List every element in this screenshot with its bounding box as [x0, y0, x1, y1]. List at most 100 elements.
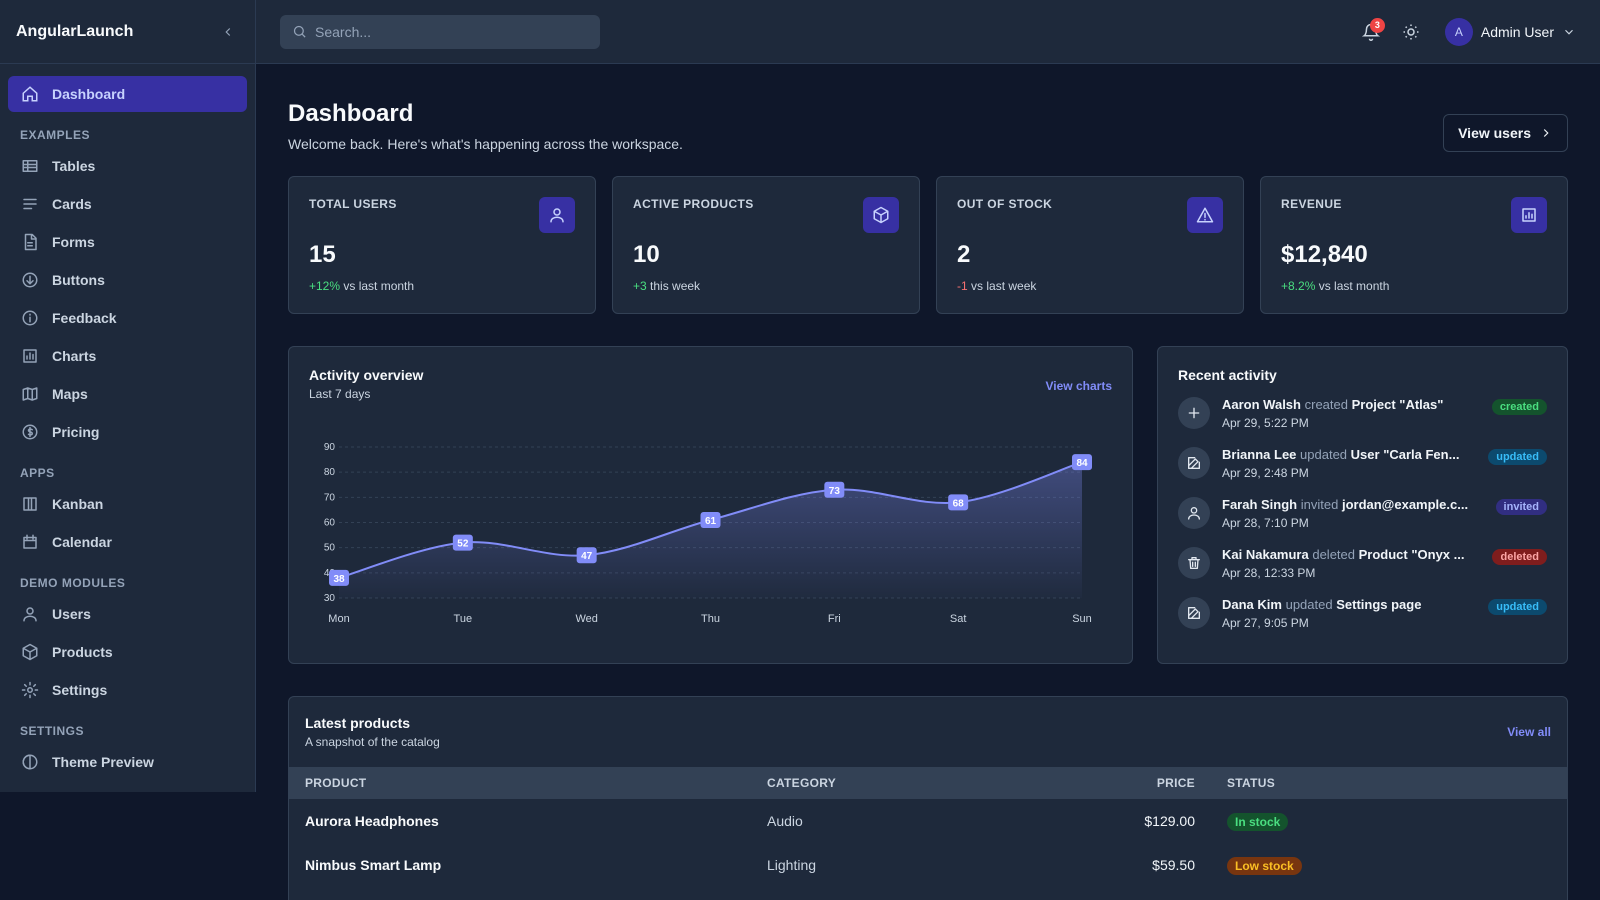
map-icon	[22, 387, 38, 401]
sidebar-item-feedback[interactable]: Feedback	[8, 300, 247, 336]
sidebar-item-tables[interactable]: Tables	[8, 148, 247, 184]
sidebar-item-users[interactable]: Users	[8, 596, 247, 632]
sidebar-item-calendar[interactable]: Calendar	[8, 524, 247, 560]
main-content: Dashboard Welcome back. Here's what's ha…	[288, 96, 1568, 900]
chevron-left-icon	[225, 27, 231, 36]
sidebar-item-label: Users	[52, 606, 91, 622]
stat-delta: -1	[957, 279, 968, 293]
sidebar-item-label: Calendar	[52, 534, 112, 550]
product-category: Lighting	[767, 857, 817, 873]
activity-time: Apr 27, 9:05 PM	[1222, 616, 1309, 630]
sidebar-item-pricing[interactable]: Pricing	[8, 414, 247, 450]
data-label: 73	[829, 486, 841, 497]
activity-text: Dana Kim updated Settings page	[1222, 597, 1477, 612]
data-point	[452, 534, 473, 551]
stat-note-text: vs last week	[971, 279, 1037, 293]
sidebar-item-label: Buttons	[52, 272, 105, 288]
page-header: Dashboard Welcome back. Here's what's ha…	[288, 96, 1568, 176]
sidebar-item-dashboard[interactable]: Dashboard	[8, 76, 247, 112]
sidebar-item-settings[interactable]: Settings	[8, 672, 247, 708]
col-price: PRICE	[1156, 776, 1195, 790]
activity-tag: invited	[1495, 499, 1547, 515]
activity-verb: invited	[1300, 497, 1339, 512]
sidebar-item-label: Kanban	[52, 496, 104, 512]
product-name: Aurora Headphones	[305, 813, 439, 829]
nav-section-examples: EXAMPLES	[20, 128, 91, 142]
stat-icon-badge	[1511, 197, 1547, 233]
col-category: CATEGORY	[767, 776, 837, 790]
sidebar-item-kanban[interactable]: Kanban	[8, 486, 247, 522]
stat-note-text: this week	[650, 279, 701, 293]
trash-icon	[1188, 557, 1200, 569]
y-tick-label: 70	[324, 492, 336, 503]
user-name: Admin User	[1480, 23, 1554, 40]
activity-verb: updated	[1285, 597, 1333, 612]
box-icon	[873, 206, 889, 224]
data-point	[824, 481, 845, 498]
home-icon	[22, 86, 38, 102]
col-status: STATUS	[1227, 776, 1276, 790]
user-menu[interactable]: A Admin User	[1444, 17, 1576, 46]
col-product: PRODUCT	[305, 776, 367, 790]
stat-note: +8.2% vs last month	[1281, 279, 1547, 293]
x-tick-label: Sun	[1072, 613, 1092, 625]
view-users-button[interactable]: View users	[1443, 114, 1568, 152]
activity-icon-badge	[1178, 447, 1210, 479]
sidebar-item-products[interactable]: Products	[8, 634, 247, 670]
recent-activity-card: Recent activity Aaron Walsh created Proj…	[1157, 346, 1568, 664]
sidebar-item-charts[interactable]: Charts	[8, 338, 247, 374]
edit-icon	[1188, 607, 1200, 619]
latest-products-card: Latest products A snapshot of the catalo…	[288, 696, 1568, 900]
status-badge: In stock	[1227, 813, 1289, 831]
activity-actor: Kai Nakamura	[1222, 547, 1309, 562]
stat-label: ACTIVE PRODUCTS	[633, 197, 754, 211]
sidebar-item-label: Products	[52, 644, 113, 660]
chevron-down-icon	[1565, 29, 1573, 35]
sidebar-item-label: Forms	[52, 234, 95, 250]
sidebar-item-cards[interactable]: Cards	[8, 186, 247, 222]
stat-label: OUT OF STOCK	[957, 197, 1053, 211]
search-input[interactable]	[315, 23, 575, 40]
page-subtitle: Welcome back. Here's what's happening ac…	[288, 136, 683, 152]
view-charts-link[interactable]: View charts	[1045, 379, 1112, 393]
calendar-icon	[23, 534, 37, 549]
activity-icon-badge	[1178, 397, 1210, 429]
user-icon	[23, 607, 37, 622]
product-price: $129.00	[1144, 813, 1195, 829]
info-icon	[22, 310, 38, 326]
sidebar-item-forms[interactable]: Forms	[8, 224, 247, 260]
notifications-button[interactable]: 3	[1355, 16, 1387, 48]
table-row[interactable]: Nimbus Smart Lamp Lighting $59.50 Low stock	[289, 843, 1567, 887]
sidebar-item-buttons[interactable]: Buttons	[8, 262, 247, 298]
product-name: Nimbus Smart Lamp	[305, 857, 442, 873]
data-point	[576, 547, 597, 564]
sidebar-item-label: Theme Preview	[52, 754, 154, 770]
theme-toggle-button[interactable]	[1395, 16, 1427, 48]
stat-card-active-products: ACTIVE PRODUCTS 10 +3 this week	[612, 176, 920, 314]
stats-row: TOTAL USERS 15 +12% vs last month ACTIVE PR…	[288, 176, 1568, 314]
stat-card-total-users: TOTAL USERS 15 +12% vs last month	[288, 176, 596, 314]
stat-delta: +3	[633, 279, 647, 293]
activity-item: Brianna Lee updated User "Carla Fen... Ap…	[1178, 447, 1547, 497]
activity-time: Apr 29, 5:22 PM	[1222, 416, 1309, 430]
table-row[interactable]: Aurora Headphones Audio $129.00 In stock	[289, 799, 1567, 843]
stat-note-text: vs last month	[343, 279, 415, 293]
sidebar-item-maps[interactable]: Maps	[8, 376, 247, 412]
activity-icon-badge	[1178, 547, 1210, 579]
view-users-label: View users	[1458, 125, 1531, 141]
sidebar-item-theme-preview[interactable]: Theme Preview	[8, 744, 247, 780]
activity-tag: created	[1491, 399, 1547, 415]
activity-time: Apr 28, 12:33 PM	[1222, 566, 1316, 580]
activity-icon-badge	[1178, 597, 1210, 629]
sidebar-item-label: Maps	[52, 386, 88, 402]
nav-section-apps: APPS	[20, 466, 55, 480]
activity-overview-card: Activity overview Last 7 days View chart…	[288, 346, 1133, 664]
activity-list: Aaron Walsh created Project "Atlas" Apr 2…	[1178, 397, 1547, 647]
sun-icon	[1403, 24, 1419, 39]
data-label: 84	[1076, 458, 1088, 469]
activity-actor: Aaron Walsh	[1222, 397, 1301, 412]
collapse-sidebar-button[interactable]	[217, 21, 239, 43]
view-all-link[interactable]: View all	[1507, 725, 1551, 739]
activity-target: jordan@example.c...	[1341, 497, 1469, 512]
data-label: 68	[953, 498, 965, 509]
